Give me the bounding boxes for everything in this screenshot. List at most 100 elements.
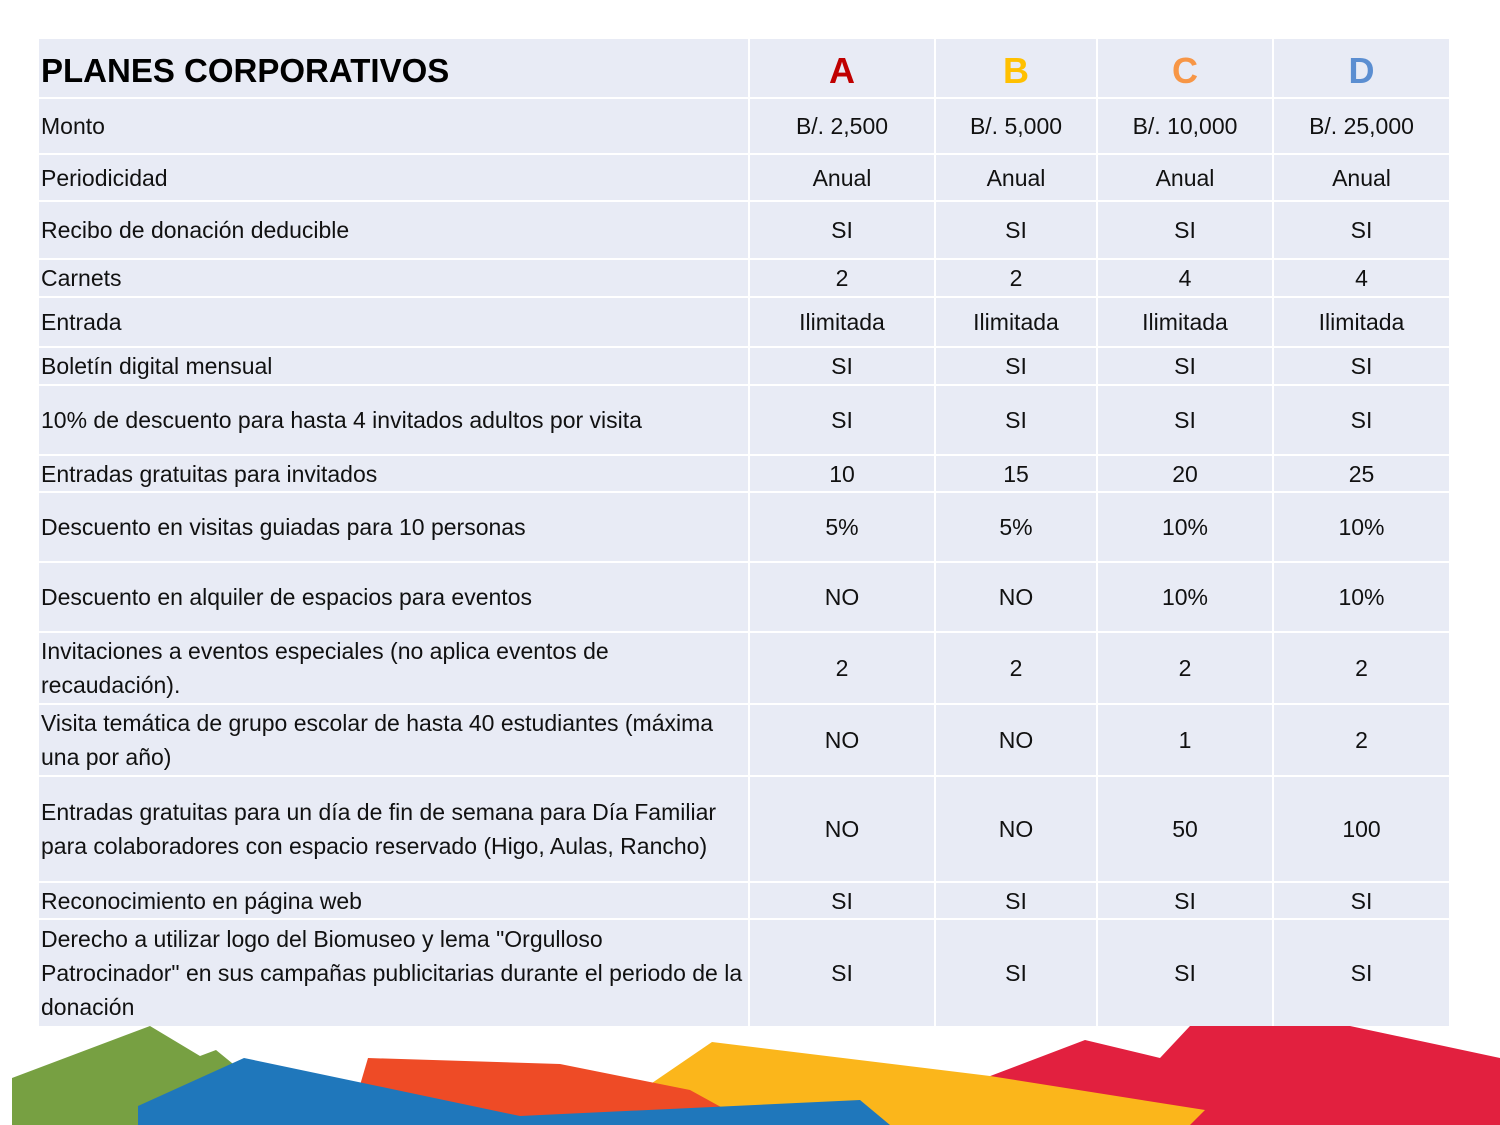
plan-a-value: Ilimitada xyxy=(748,296,936,348)
plan-d-value: SI xyxy=(1272,346,1451,386)
decorative-shapes xyxy=(12,1026,1500,1125)
plan-b-value: SI xyxy=(934,918,1098,1028)
plan-d-value: 2 xyxy=(1272,703,1451,777)
table-row: Entradas gratuitas para un día de fin de… xyxy=(37,775,1451,883)
table-row: Carnets 2 2 4 4 xyxy=(37,258,1451,298)
row-label: Entradas gratuitas para un día de fin de… xyxy=(37,775,750,883)
row-label: Descuento en alquiler de espacios para e… xyxy=(37,561,750,633)
plan-c-value: Anual xyxy=(1096,153,1274,202)
plan-b-value: 2 xyxy=(934,258,1098,298)
plan-a-value: 2 xyxy=(748,258,936,298)
plan-c-value: 2 xyxy=(1096,631,1274,705)
plan-d-value: SI xyxy=(1272,384,1451,456)
plan-a-value: NO xyxy=(748,775,936,883)
row-label: Monto xyxy=(37,97,750,155)
plan-b-value: SI xyxy=(934,881,1098,920)
table-row: Monto B/. 2,500 B/. 5,000 B/. 10,000 B/. 25,… xyxy=(37,97,1451,155)
plan-d-value: 25 xyxy=(1272,454,1451,493)
table-row: Visita temática de grupo escolar de hast… xyxy=(37,703,1451,777)
plan-c-value: SI xyxy=(1096,881,1274,920)
plan-a-value: SI xyxy=(748,200,936,260)
plan-a-value: SI xyxy=(748,384,936,456)
plan-d-value: 2 xyxy=(1272,631,1451,705)
plan-c-value: SI xyxy=(1096,918,1274,1028)
plan-a-value: Anual xyxy=(748,153,936,202)
plan-a-value: 5% xyxy=(748,491,936,563)
table-row: Periodicidad Anual Anual Anual Anual xyxy=(37,153,1451,202)
plan-a-header: A xyxy=(748,37,936,99)
plan-c-value: 10% xyxy=(1096,561,1274,633)
table-row: 10% de descuento para hasta 4 invitados … xyxy=(37,384,1451,456)
plan-c-value: 50 xyxy=(1096,775,1274,883)
plan-c-value: SI xyxy=(1096,200,1274,260)
plan-b-value: Anual xyxy=(934,153,1098,202)
plan-d-value: 10% xyxy=(1272,561,1451,633)
plans-table: PLANES CORPORATIVOS A B C D Monto B/. 2,5… xyxy=(37,37,1451,1028)
row-label: Descuento en visitas guiadas para 10 per… xyxy=(37,491,750,563)
plan-d-value: SI xyxy=(1272,881,1451,920)
plan-c-value: SI xyxy=(1096,346,1274,386)
plan-b-value: NO xyxy=(934,561,1098,633)
row-label: Recibo de donación deducible xyxy=(37,200,750,260)
plan-b-value: B/. 5,000 xyxy=(934,97,1098,155)
table-row: Descuento en visitas guiadas para 10 per… xyxy=(37,491,1451,563)
plan-d-header: D xyxy=(1272,37,1451,99)
plan-d-value: SI xyxy=(1272,918,1451,1028)
plan-b-value: NO xyxy=(934,703,1098,777)
row-label: Carnets xyxy=(37,258,750,298)
table-row: Entrada Ilimitada Ilimitada Ilimitada Ilimit… xyxy=(37,296,1451,348)
row-label: Entrada xyxy=(37,296,750,348)
table-row: Recibo de donación deducible SI SI SI SI xyxy=(37,200,1451,260)
plan-b-value: SI xyxy=(934,384,1098,456)
row-label: 10% de descuento para hasta 4 invitados … xyxy=(37,384,750,456)
plan-a-value: B/. 2,500 xyxy=(748,97,936,155)
row-label: Periodicidad xyxy=(37,153,750,202)
plan-a-value: SI xyxy=(748,918,936,1028)
plan-a-value: NO xyxy=(748,561,936,633)
plan-d-value: 100 xyxy=(1272,775,1451,883)
table-title: PLANES CORPORATIVOS xyxy=(37,37,750,99)
table-row: Boletín digital mensual SI SI SI SI xyxy=(37,346,1451,386)
plan-d-value: Ilimitada xyxy=(1272,296,1451,348)
plan-a-value: SI xyxy=(748,346,936,386)
plan-b-value: 15 xyxy=(934,454,1098,493)
row-label: Invitaciones a eventos especiales (no ap… xyxy=(37,631,750,705)
row-label: Entradas gratuitas para invitados xyxy=(37,454,750,493)
table-body: PLANES CORPORATIVOS A B C D Monto B/. 2,5… xyxy=(37,37,1451,1028)
plan-d-value: 4 xyxy=(1272,258,1451,298)
plan-a-value: NO xyxy=(748,703,936,777)
plan-d-value: SI xyxy=(1272,200,1451,260)
plan-b-value: SI xyxy=(934,200,1098,260)
plan-b-value: 2 xyxy=(934,631,1098,705)
blue-shape xyxy=(138,1058,890,1125)
plan-a-value: 2 xyxy=(748,631,936,705)
table-row: Reconocimiento en página web SI SI SI SI xyxy=(37,881,1451,920)
row-label: Derecho a utilizar logo del Biomuseo y l… xyxy=(37,918,750,1028)
plan-a-value: SI xyxy=(748,881,936,920)
plan-b-value: NO xyxy=(934,775,1098,883)
plan-a-value: 10 xyxy=(748,454,936,493)
row-label: Reconocimiento en página web xyxy=(37,881,750,920)
plan-c-value: SI xyxy=(1096,384,1274,456)
plan-c-header: C xyxy=(1096,37,1274,99)
table-row: Entradas gratuitas para invitados 10 15 20 2… xyxy=(37,454,1451,493)
plan-d-value: Anual xyxy=(1272,153,1451,202)
table-row: Invitaciones a eventos especiales (no ap… xyxy=(37,631,1451,705)
table-row: Derecho a utilizar logo del Biomuseo y l… xyxy=(37,918,1451,1028)
plan-b-value: SI xyxy=(934,346,1098,386)
plan-c-value: B/. 10,000 xyxy=(1096,97,1274,155)
plan-c-value: 20 xyxy=(1096,454,1274,493)
row-label: Visita temática de grupo escolar de hast… xyxy=(37,703,750,777)
header-row: PLANES CORPORATIVOS A B C D xyxy=(37,37,1451,99)
row-label: Boletín digital mensual xyxy=(37,346,750,386)
plan-d-value: B/. 25,000 xyxy=(1272,97,1451,155)
table-row: Descuento en alquiler de espacios para e… xyxy=(37,561,1451,633)
plan-c-value: 10% xyxy=(1096,491,1274,563)
plan-b-value: Ilimitada xyxy=(934,296,1098,348)
plan-c-value: 4 xyxy=(1096,258,1274,298)
plan-c-value: 1 xyxy=(1096,703,1274,777)
plan-c-value: Ilimitada xyxy=(1096,296,1274,348)
plan-b-header: B xyxy=(934,37,1098,99)
plan-b-value: 5% xyxy=(934,491,1098,563)
plan-d-value: 10% xyxy=(1272,491,1451,563)
